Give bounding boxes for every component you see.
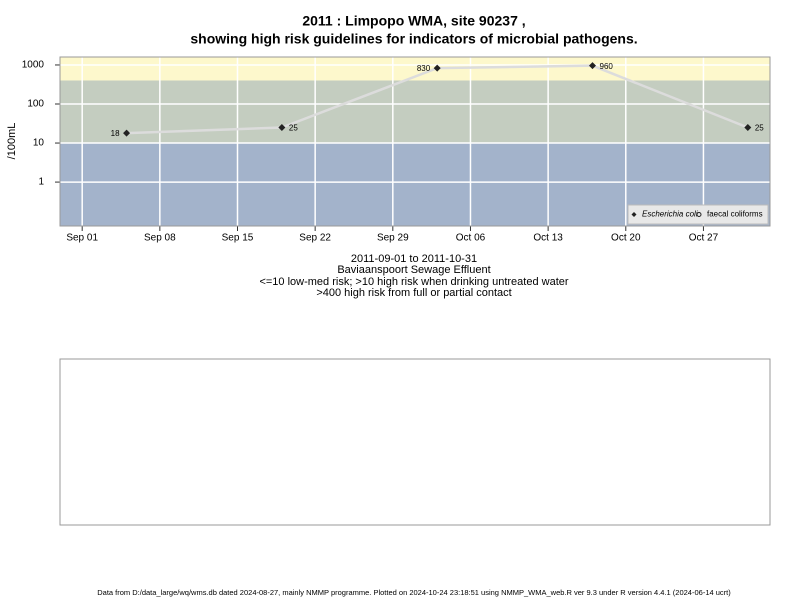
x-tick-label: Sep 01 bbox=[66, 233, 98, 244]
legend-marker bbox=[696, 212, 702, 217]
data-label: 25 bbox=[755, 124, 764, 133]
data-point bbox=[278, 124, 286, 132]
x-tick-label: Sep 15 bbox=[222, 233, 254, 244]
data-label: 25 bbox=[289, 124, 298, 133]
chart-title: 2011 : Limpopo WMA, site 90237 , bbox=[302, 13, 525, 29]
empty-panel bbox=[59, 358, 771, 526]
x-tick-label: Sep 08 bbox=[144, 233, 176, 244]
data-label: 830 bbox=[417, 64, 431, 73]
y-tick-label: 10 bbox=[33, 138, 45, 149]
caption: <=10 low-med risk; >10 high risk when dr… bbox=[259, 276, 568, 288]
x-tick-label: Sep 22 bbox=[299, 233, 331, 244]
legend-marker bbox=[631, 212, 637, 217]
legend-box bbox=[627, 204, 769, 225]
data-point bbox=[589, 62, 596, 70]
data-label: 18 bbox=[111, 129, 120, 138]
chart-title: showing high risk guidelines for indicat… bbox=[190, 31, 637, 47]
caption: 2011-09-01 to 2011-10-31 bbox=[351, 253, 477, 265]
plot-frame bbox=[59, 56, 771, 227]
legend-label: faecal coliforms bbox=[707, 210, 763, 219]
data-point bbox=[123, 129, 131, 137]
data-point bbox=[744, 124, 752, 132]
y-axis-label: /100mL bbox=[6, 123, 18, 160]
x-tick-label: Sep 29 bbox=[377, 233, 409, 244]
x-tick-label: Oct 20 bbox=[611, 233, 641, 244]
data-point bbox=[433, 64, 441, 72]
risk-band bbox=[60, 80, 770, 144]
x-tick-label: Oct 13 bbox=[533, 233, 563, 244]
y-tick-label: 100 bbox=[27, 99, 44, 110]
legend-label: Escherichia coli bbox=[642, 210, 698, 219]
x-tick-label: Oct 27 bbox=[689, 233, 719, 244]
caption: Baviaanspoort Sewage Effluent bbox=[337, 264, 490, 276]
footer: Data from D:/data_large/wq/wms.db dated … bbox=[97, 588, 731, 597]
y-tick-label: 1 bbox=[38, 177, 44, 188]
caption: >400 high risk from full or partial cont… bbox=[316, 287, 511, 299]
data-label: 960 bbox=[600, 62, 614, 71]
x-tick-label: Oct 06 bbox=[456, 233, 486, 244]
y-tick-label: 1000 bbox=[22, 60, 45, 71]
